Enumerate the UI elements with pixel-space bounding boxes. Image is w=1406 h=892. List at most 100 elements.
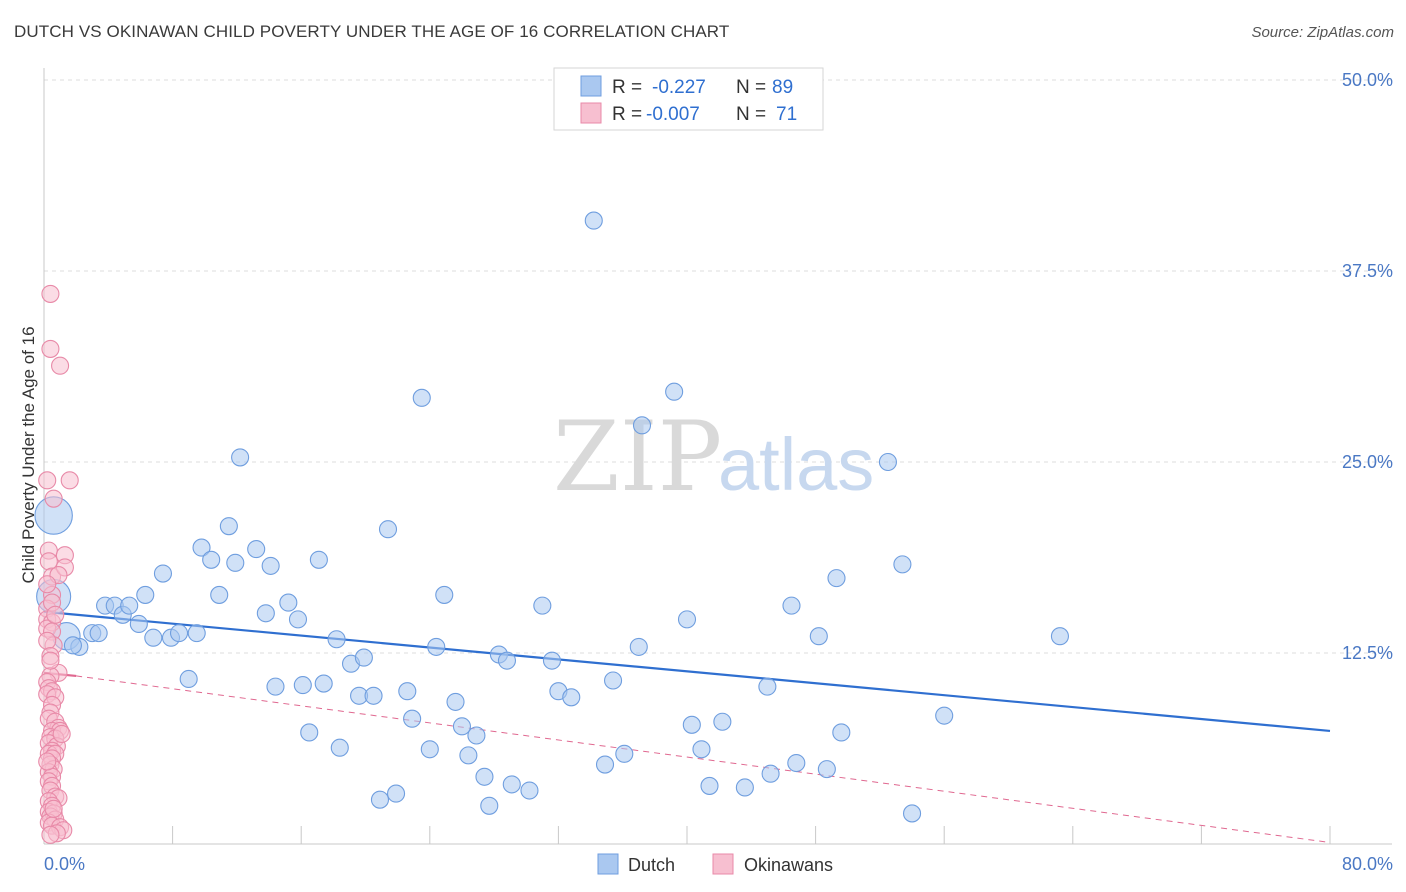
trend-dutch (43, 610, 1331, 733)
point-dutch-80 (787, 753, 806, 773)
point-dutch-25 (247, 540, 266, 559)
point-dutch-89 (1050, 627, 1069, 646)
point-dutch-88 (935, 706, 954, 725)
point-dutch-45 (403, 709, 422, 728)
y-axis-title: Child Poverty Under the Age of 16 (19, 326, 38, 583)
point-dutch-47 (420, 740, 439, 759)
point-okinawans-0 (41, 284, 60, 303)
point-okinawans-3 (38, 471, 57, 490)
point-dutch-44 (398, 682, 417, 701)
legend-r-label-dutch: R = (612, 77, 642, 98)
point-dutch-65 (595, 755, 615, 774)
source-label: Source: ZipAtlas.com (1251, 24, 1394, 41)
point-dutch-52 (459, 746, 478, 765)
point-dutch-4 (63, 636, 82, 655)
x-tick-label-max: 80.0% (1342, 854, 1393, 874)
point-dutch-64 (584, 211, 603, 230)
legend-swatch-okinawans (580, 102, 602, 124)
watermark-atlas: atlas (718, 423, 874, 506)
point-dutch-78 (761, 764, 780, 783)
point-okinawans-68 (41, 651, 60, 670)
point-dutch-82 (817, 760, 836, 779)
point-dutch-35 (327, 630, 346, 649)
point-dutch-75 (713, 712, 732, 731)
point-dutch-72 (682, 715, 701, 734)
point-dutch-19 (192, 538, 211, 557)
point-dutch-6 (89, 624, 108, 643)
point-dutch-24 (231, 448, 250, 467)
bottom-legend-swatch-dutch (597, 853, 619, 875)
point-dutch-73 (692, 740, 711, 759)
point-dutch-81 (809, 627, 828, 646)
point-dutch-54 (475, 767, 494, 786)
point-dutch-14 (153, 564, 173, 583)
point-dutch-84 (832, 723, 851, 742)
point-dutch-18 (187, 624, 206, 643)
point-dutch-87 (902, 804, 922, 823)
series-okinawans (38, 284, 79, 844)
point-dutch-79 (782, 596, 801, 615)
point-dutch-57 (497, 651, 517, 670)
point-dutch-50 (446, 692, 465, 711)
bottom-legend: Dutch Okinawans (597, 853, 833, 875)
point-dutch-60 (533, 596, 552, 615)
point-okinawans-66 (38, 752, 57, 771)
point-dutch-32 (300, 723, 319, 742)
point-dutch-26 (256, 604, 275, 623)
point-dutch-59 (520, 781, 539, 800)
point-dutch-76 (735, 778, 754, 797)
point-okinawans-2 (51, 356, 70, 375)
legend-swatch-dutch (580, 75, 602, 97)
x-tick-label-min: 0.0% (44, 854, 85, 874)
legend-r-label-okinawans: R = (612, 104, 642, 125)
grid-lines (44, 79, 1392, 654)
point-dutch-41 (370, 790, 390, 809)
point-dutch-83 (827, 569, 846, 588)
point-dutch-42 (378, 520, 398, 539)
point-dutch-77 (758, 677, 777, 696)
point-dutch-71 (677, 610, 697, 629)
point-dutch-39 (354, 648, 373, 667)
point-dutch-55 (480, 796, 499, 815)
point-okinawans-5 (44, 489, 63, 508)
tick-labels: 12.5% 25.0% 37.5% 50.0% 0.0% 80.0% (44, 70, 1393, 874)
point-dutch-68 (629, 637, 648, 656)
legend-n-label-dutch: N = (736, 77, 766, 98)
legend-r-value-okinawans: -0.007 (646, 104, 700, 125)
point-okinawans-64 (41, 825, 60, 844)
point-dutch-13 (144, 628, 163, 647)
point-dutch-40 (364, 686, 383, 705)
bottom-legend-swatch-okinawans (712, 853, 734, 875)
point-dutch-70 (665, 382, 684, 401)
point-okinawans-67 (52, 724, 71, 744)
legend-n-value-okinawans: 71 (776, 104, 797, 125)
legend-r-value-dutch: -0.227 (652, 77, 706, 98)
point-dutch-58 (502, 775, 521, 794)
y-tick-label-1: 25.0% (1342, 452, 1393, 472)
point-dutch-23 (226, 553, 245, 572)
point-dutch-51 (452, 717, 472, 736)
point-dutch-10 (120, 596, 139, 615)
point-dutch-17 (179, 669, 198, 689)
point-dutch-66 (604, 671, 623, 690)
series-dutch (34, 211, 1069, 823)
point-dutch-43 (386, 784, 406, 803)
point-dutch-86 (893, 555, 912, 574)
y-tick-label-3: 50.0% (1342, 70, 1393, 90)
point-dutch-31 (293, 676, 312, 695)
legend-n-label-okinawans: N = (736, 104, 766, 125)
point-okinawans-20 (38, 631, 57, 650)
point-dutch-12 (136, 585, 155, 604)
point-dutch-21 (210, 585, 229, 604)
point-dutch-20 (202, 550, 221, 569)
point-dutch-34 (314, 674, 333, 693)
point-okinawans-1 (41, 339, 60, 358)
y-tick-label-2: 37.5% (1342, 261, 1393, 281)
bottom-legend-label-dutch: Dutch (628, 855, 675, 875)
point-okinawans-4 (60, 471, 79, 490)
point-dutch-11 (129, 614, 148, 634)
point-dutch-74 (700, 776, 719, 795)
point-dutch-16 (169, 624, 189, 643)
bottom-legend-label-okinawans: Okinawans (744, 855, 833, 875)
point-okinawans-70 (38, 575, 57, 594)
